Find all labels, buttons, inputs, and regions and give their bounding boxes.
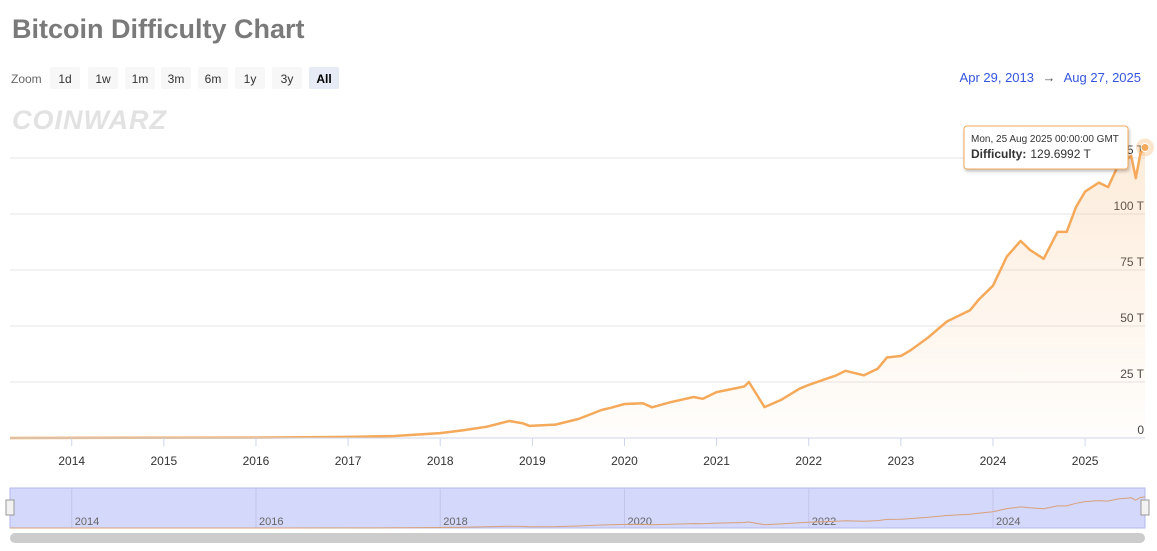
zoom-button[interactable]: [272, 67, 302, 89]
watermark: COINWARZ: [12, 105, 167, 135]
zoom-button[interactable]: [198, 67, 228, 89]
x-tick-label: 2019: [519, 454, 546, 468]
zoom-button-label[interactable]: 1m: [132, 72, 149, 86]
zoom-button[interactable]: [125, 67, 155, 89]
navigator-line: [10, 496, 1146, 529]
area: [10, 147, 1145, 438]
x-tick-label: 2017: [335, 454, 362, 468]
x-tick-label: 2018: [427, 454, 454, 468]
range-from: Apr 29, 2013: [960, 70, 1034, 85]
zoom-label: Zoom: [11, 72, 42, 86]
hover-point: [1140, 142, 1150, 152]
zoom-button-label[interactable]: 3m: [168, 72, 185, 86]
x-tick-label: 2025: [1072, 454, 1099, 468]
x-tick-label: 2024: [980, 454, 1007, 468]
zoom-button-label[interactable]: 1d: [58, 72, 71, 86]
navigator: [9, 487, 1146, 529]
navigator-tick-label: 2016: [259, 516, 283, 528]
zoom-button[interactable]: [50, 67, 80, 89]
x-tick-label: 2022: [795, 454, 822, 468]
tooltip-value: 129.6992 T: [1030, 147, 1091, 161]
tooltip-box: [963, 125, 1129, 170]
zoom-button[interactable]: [235, 67, 265, 89]
navigator-tick-label: 2018: [443, 516, 467, 528]
range-to: Aug 27, 2025: [1064, 70, 1141, 85]
zoom-button-label[interactable]: 6m: [205, 72, 222, 86]
navigator-tick-label: 2024: [996, 516, 1020, 528]
zoom-button[interactable]: [88, 67, 118, 89]
x-tick-label: 2015: [150, 454, 177, 468]
zoom-button-label[interactable]: 1w: [95, 72, 111, 86]
tooltip-label: Difficulty:: [971, 147, 1026, 161]
navigator-handle[interactable]: [5, 499, 15, 516]
zoom-button[interactable]: [161, 67, 191, 89]
chart-title: Bitcoin Difficulty Chart: [12, 14, 305, 44]
plot-layer: 1d 1w 1m 3m 6m 1y 3y All Apr 29, 2013 → Aug 27, 20…: [5, 67, 1154, 543]
x-tick-label: 2016: [243, 454, 270, 468]
x-tick-label: 2020: [611, 454, 638, 468]
tooltip-date: Mon, 25 Aug 2025 00:00:00 GMT: [971, 134, 1119, 145]
zoom-button-label[interactable]: 1y: [244, 72, 257, 86]
navigator-handle[interactable]: [1140, 499, 1150, 516]
zoom-button-label[interactable]: 3y: [281, 72, 294, 86]
zoom-button[interactable]: [309, 67, 339, 89]
zoom-button-label[interactable]: All: [316, 72, 331, 86]
x-tick-label: 2023: [888, 454, 915, 468]
navigator-tick-label: 2020: [627, 516, 651, 528]
x-tick-label: 2014: [58, 454, 85, 468]
scrollbar-thumb[interactable]: [10, 533, 1145, 543]
navigator-tick-label: 2014: [75, 516, 99, 528]
line: [9, 146, 1146, 440]
range-arrow: →: [1043, 70, 1056, 85]
x-tick-label: 2021: [703, 454, 730, 468]
